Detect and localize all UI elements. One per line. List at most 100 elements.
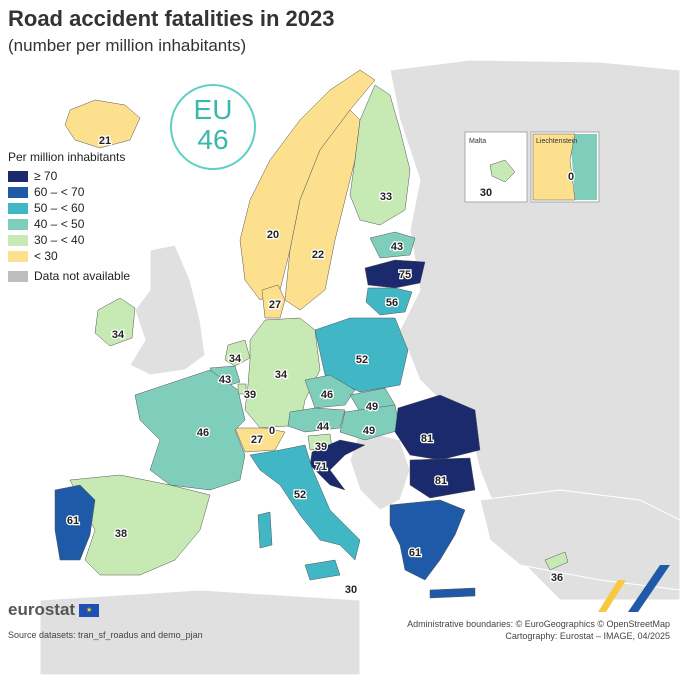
legend-label: 60 – < 70 <box>34 185 85 199</box>
legend-swatch <box>8 250 28 262</box>
value-spain: 38 <box>115 528 127 540</box>
eu-average-value: 46 <box>197 124 229 155</box>
region-spain <box>69 474 211 576</box>
value-estonia: 43 <box>391 241 403 253</box>
value-austria: 44 <box>317 421 330 433</box>
region-iceland <box>64 99 141 149</box>
malta-inset-value: 30 <box>480 187 492 199</box>
legend-swatch <box>8 270 28 282</box>
credit-boundaries: Administrative boundaries: © EuroGeograp… <box>407 619 670 629</box>
legend-item: 40 – < 50 <box>8 216 130 232</box>
value-hungary: 49 <box>363 425 375 437</box>
corner-stripe-blue <box>628 565 670 612</box>
region-greece <box>389 499 466 581</box>
legend-label-na: Data not available <box>34 269 131 283</box>
region-malta-inset <box>489 159 516 183</box>
value-slovenia: 39 <box>315 441 327 453</box>
value-slovakia: 49 <box>366 401 378 413</box>
region-denmark <box>261 284 286 319</box>
value-lithuania: 56 <box>386 297 398 309</box>
value-romania: 81 <box>421 433 433 445</box>
turkey-land <box>479 489 680 591</box>
legend-label: < 30 <box>34 249 58 263</box>
value-poland: 52 <box>356 354 368 366</box>
legend-title: Per million inhabitants <box>8 150 126 164</box>
region-finland <box>349 84 411 226</box>
legend: Per million inhabitants ≥ 70 60 – < 70 5… <box>8 150 130 284</box>
region-italy <box>249 444 361 561</box>
value-greece: 61 <box>409 547 421 559</box>
eu-average-label: EU <box>193 94 233 125</box>
region-sardinia <box>257 511 273 549</box>
region-liechtenstein-bg <box>570 134 597 200</box>
value-switzerland: 27 <box>251 434 263 446</box>
region-czechia <box>304 374 356 409</box>
value-norway: 20 <box>267 229 279 241</box>
region-cyprus <box>544 551 569 571</box>
uk-land <box>129 244 206 376</box>
eu-flag-icon: ★ <box>79 603 100 617</box>
region-latvia <box>364 259 426 289</box>
legend-swatch <box>8 186 28 198</box>
value-iceland: 21 <box>99 135 111 147</box>
legend-label: 30 – < 40 <box>34 233 85 247</box>
region-france <box>134 369 246 491</box>
region-hungary <box>339 404 401 441</box>
value-denmark: 27 <box>269 299 281 311</box>
value-latvia: 75 <box>399 269 411 281</box>
region-ireland <box>94 297 136 347</box>
legend-label: 50 – < 60 <box>34 201 85 215</box>
legend-item: < 30 <box>8 248 130 264</box>
value-germany: 34 <box>275 369 288 381</box>
value-liechtenstein-main: 0 <box>269 425 275 437</box>
region-crete <box>429 587 476 599</box>
liechtenstein-inset-value: 0 <box>568 171 574 183</box>
value-portugal: 61 <box>67 515 79 527</box>
page-title: Road accident fatalities in 2023 <box>8 6 335 31</box>
value-bulgaria: 81 <box>435 475 447 487</box>
value-luxembourg: 39 <box>244 389 256 401</box>
liechtenstein-inset-title: Liechtenstein <box>536 138 577 145</box>
region-bulgaria <box>409 457 476 499</box>
region-portugal <box>54 484 96 561</box>
page-subtitle: (number per million inhabitants) <box>8 36 247 55</box>
source-note: Source datasets: tran_sf_roadus and demo… <box>8 630 203 640</box>
region-sicily <box>304 559 341 581</box>
legend-item-na: Data not available <box>8 268 130 284</box>
region-estonia <box>369 231 416 259</box>
region-austria <box>287 407 346 433</box>
corner-stripe-yellow <box>598 580 626 612</box>
region-romania <box>394 394 481 461</box>
eu-average-badge: EU 46 <box>170 84 256 170</box>
region-liechtenstein-inset <box>532 133 576 201</box>
region-sweden <box>284 109 361 311</box>
value-ireland: 34 <box>112 329 125 341</box>
value-cyprus: 36 <box>551 572 563 584</box>
value-italy: 52 <box>294 489 306 501</box>
legend-item: ≥ 70 <box>8 168 130 184</box>
eurostat-wordmark: eurostat <box>8 600 76 619</box>
balkans-land <box>349 429 411 511</box>
legend-swatch <box>8 218 28 230</box>
region-netherlands <box>224 339 251 367</box>
value-belgium: 43 <box>219 374 231 386</box>
region-croatia <box>309 439 366 491</box>
value-sweden: 22 <box>312 249 324 261</box>
malta-inset-title: Malta <box>469 138 486 145</box>
legend-item: 60 – < 70 <box>8 184 130 200</box>
eurostat-logo: eurostat ★ <box>8 600 100 620</box>
legend-swatch <box>8 234 28 246</box>
background-land <box>389 59 680 601</box>
credit-cartography: Cartography: Eurostat – IMAGE, 04/2025 <box>505 631 670 641</box>
legend-label: 40 – < 50 <box>34 217 85 231</box>
value-netherlands: 34 <box>229 353 242 365</box>
value-finland: 33 <box>380 191 392 203</box>
value-france: 46 <box>197 427 209 439</box>
region-lithuania <box>365 287 413 316</box>
legend-label: ≥ 70 <box>34 169 58 183</box>
legend-item: 50 – < 60 <box>8 200 130 216</box>
region-switzerland <box>234 427 286 453</box>
legend-swatch <box>8 170 28 182</box>
